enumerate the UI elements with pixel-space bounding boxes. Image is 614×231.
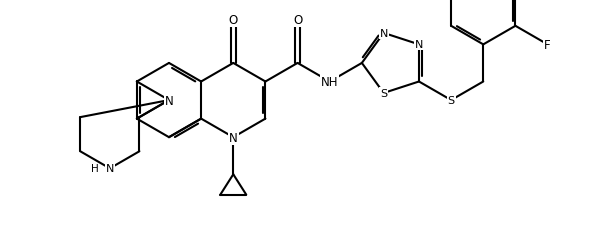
Text: N: N — [229, 131, 238, 144]
Text: N: N — [415, 40, 423, 50]
Text: N: N — [379, 29, 388, 39]
Text: S: S — [448, 96, 455, 106]
Text: H: H — [91, 164, 98, 174]
Text: N: N — [106, 164, 114, 174]
Text: F: F — [166, 94, 173, 107]
Text: O: O — [228, 14, 238, 27]
Text: S: S — [380, 88, 387, 99]
Text: N: N — [165, 94, 173, 107]
Text: F: F — [544, 39, 551, 52]
Text: O: O — [293, 14, 302, 27]
Text: NH: NH — [321, 76, 338, 89]
